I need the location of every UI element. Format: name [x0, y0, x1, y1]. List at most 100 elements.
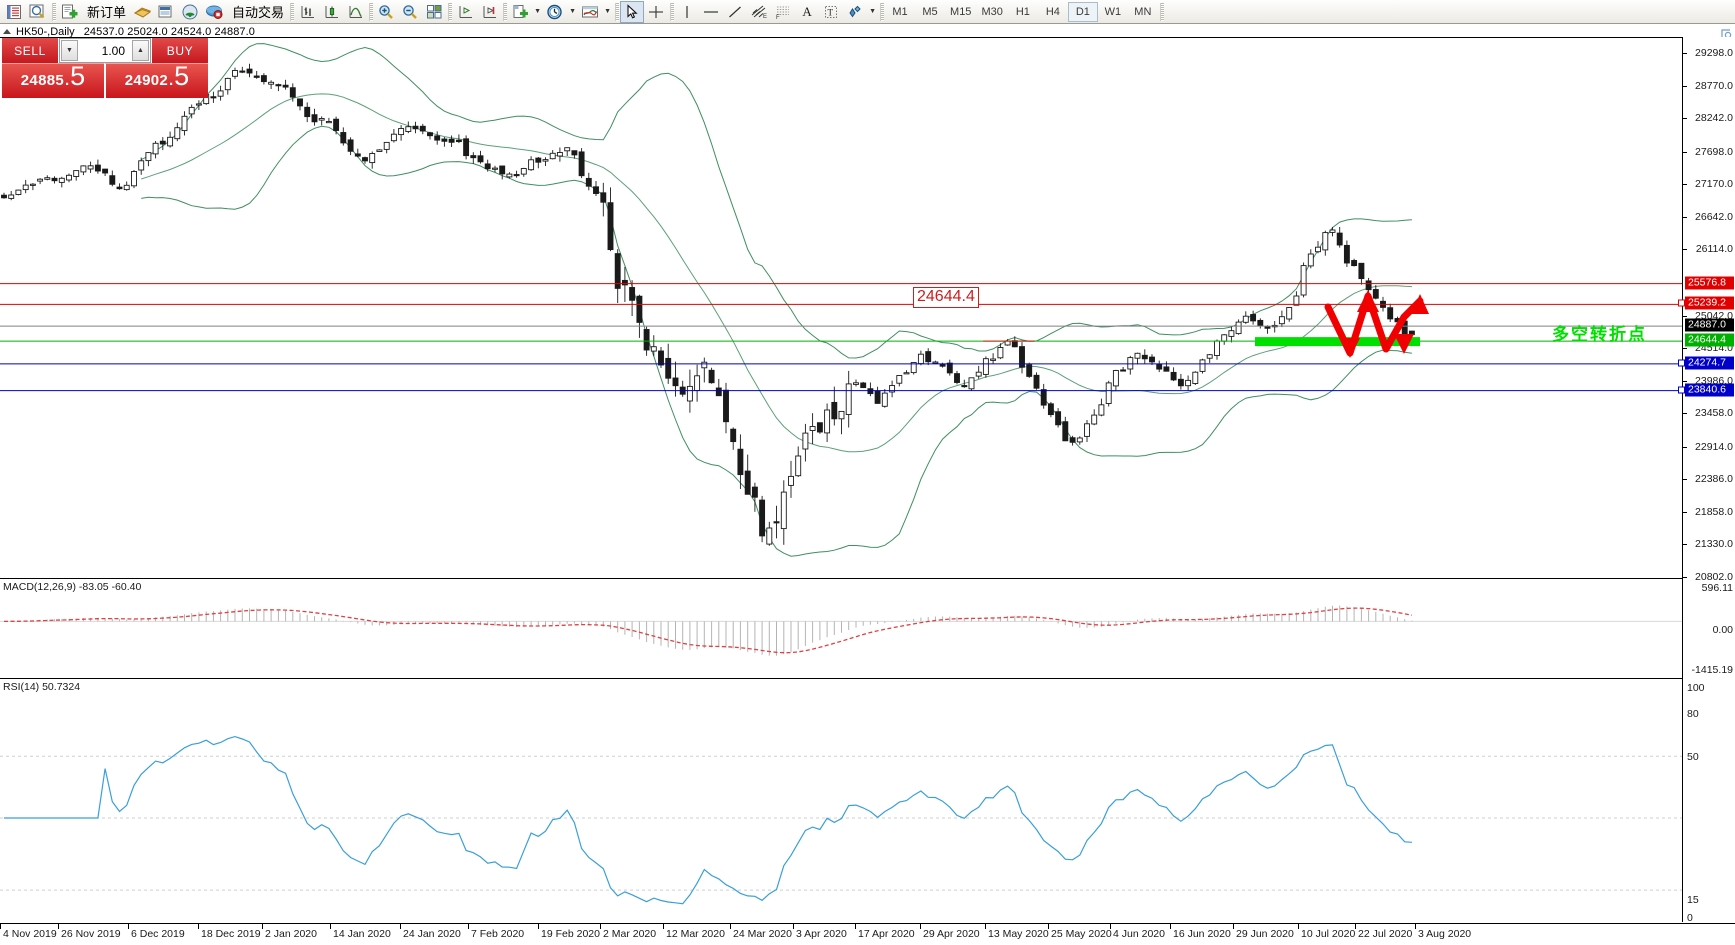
price-axis-label: 26114.0: [1695, 243, 1733, 256]
period-dropdown-icon[interactable]: ▼: [569, 8, 576, 15]
time-axis-tick: [793, 924, 794, 929]
time-axis-label: 22 Jul 2020: [1358, 928, 1413, 940]
chart-maximize-icon[interactable]: [1721, 26, 1733, 39]
macd-canvas[interactable]: [0, 579, 1682, 677]
vertical-line-icon[interactable]: [675, 1, 699, 23]
price-chart-pane[interactable]: [0, 37, 1682, 577]
timeframe-mn[interactable]: MN: [1134, 5, 1152, 18]
timeframe-m30[interactable]: M30: [981, 5, 1003, 18]
crosshair-icon[interactable]: [644, 1, 668, 23]
volume-value[interactable]: 1.00: [101, 43, 125, 58]
horizontal-line-icon[interactable]: [699, 1, 723, 23]
line-chart-icon[interactable]: [343, 1, 367, 23]
expert-advisors-icon[interactable]: [130, 1, 154, 23]
one-click-trading-prices: 24885 . 5 24902 . 5: [2, 62, 208, 98]
new-order-label[interactable]: 新订单: [81, 1, 130, 23]
cursor-icon[interactable]: [620, 0, 645, 23]
trendline-icon[interactable]: [723, 1, 747, 23]
volume-stepper[interactable]: ▼ 1.00 ▲: [59, 38, 151, 63]
rsi-axis-label: 0: [1687, 912, 1693, 924]
chinese-annotation-label[interactable]: 多空转折点: [1552, 325, 1647, 345]
tile-windows-icon[interactable]: [422, 1, 446, 23]
indicators-icon[interactable]: [578, 1, 602, 23]
new-order-icon[interactable]: [57, 1, 81, 23]
timeframe-m1[interactable]: M1: [892, 5, 908, 18]
time-axis-label: 24 Jan 2020: [403, 928, 461, 940]
templates-dropdown-icon[interactable]: ▼: [534, 8, 541, 15]
price-level-handle[interactable]: [1678, 359, 1685, 367]
price-scale-axis[interactable]: 29298.0 28770.0 28242.0 27698.0 27170.0 26642…: [1678, 37, 1735, 924]
ask-price[interactable]: 24902 . 5: [104, 62, 208, 98]
macd-axis-label: -1415.19: [1691, 664, 1733, 676]
candlestick-chart-icon[interactable]: [319, 1, 343, 23]
collapse-triangle-icon[interactable]: [3, 29, 11, 34]
templates-icon[interactable]: [508, 1, 532, 23]
time-axis-tick: [468, 924, 469, 929]
period-icon[interactable]: [543, 1, 567, 23]
text-icon[interactable]: A: [795, 1, 819, 23]
timeframe-h1[interactable]: H1: [1015, 5, 1030, 18]
price-axis-badge-support[interactable]: 24274.7: [1685, 356, 1734, 370]
timeframe-w1[interactable]: W1: [1104, 5, 1122, 18]
macd-pane[interactable]: MACD(12,26,9) -83.05 -60.40: [0, 578, 1682, 676]
rsi-canvas[interactable]: [0, 679, 1682, 924]
price-axis-badge-resistance[interactable]: 25239.2: [1685, 296, 1734, 310]
rsi-axis-label: 50: [1687, 751, 1699, 763]
price-axis-badge-resistance[interactable]: 25576.8: [1685, 276, 1734, 290]
signals-icon[interactable]: [178, 1, 202, 23]
text-label-icon[interactable]: T: [819, 1, 843, 23]
price-axis-tick: [1683, 479, 1687, 481]
price-annotation-tag[interactable]: 24644.4: [913, 287, 979, 308]
timeframe-d1[interactable]: D1: [1067, 1, 1098, 22]
data-window-icon[interactable]: [26, 1, 50, 23]
time-axis-tick: [1048, 924, 1049, 929]
svg-text:E: E: [763, 14, 767, 20]
time-scale-axis[interactable]: 4 Nov 2019 26 Nov 2019 6 Dec 2019 18 Dec 20…: [0, 923, 1735, 945]
price-level-handle[interactable]: [1678, 299, 1685, 307]
timeframe-h4[interactable]: H4: [1045, 5, 1060, 18]
chart-shift-icon[interactable]: [453, 1, 477, 23]
rsi-pane[interactable]: RSI(14) 50.7324: [0, 678, 1682, 923]
market-watch-icon[interactable]: [2, 1, 26, 23]
terminal-icon[interactable]: [154, 1, 178, 23]
macd-axis-label: 596.11: [1701, 582, 1733, 594]
price-axis-badge-last-price[interactable]: 24887.0: [1685, 318, 1734, 332]
time-axis-tick: [0, 924, 1, 929]
time-axis-label: 29 Apr 2020: [923, 928, 980, 940]
price-axis-badge-support[interactable]: 23840.6: [1685, 383, 1734, 397]
buy-button[interactable]: BUY: [152, 38, 208, 63]
price-chart-canvas[interactable]: [0, 38, 1682, 578]
autotrading-label[interactable]: 自动交易: [226, 1, 288, 23]
volume-decrease-icon[interactable]: ▼: [61, 40, 78, 61]
bid-price[interactable]: 24885 . 5: [2, 62, 104, 98]
sell-button[interactable]: SELL: [2, 38, 58, 63]
ask-price-main: 24902: [124, 72, 168, 89]
price-axis-tick: [1683, 315, 1687, 317]
time-axis-label: 19 Feb 2020: [541, 928, 600, 940]
indicators-dropdown-icon[interactable]: ▼: [604, 8, 611, 15]
zoom-in-icon[interactable]: [374, 1, 398, 23]
price-axis-badge-pivot[interactable]: 24644.4: [1685, 333, 1734, 347]
timeframe-m15[interactable]: M15: [950, 5, 972, 18]
price-axis-tick: [1683, 544, 1687, 546]
fibonacci-retracement-icon[interactable]: F: [771, 1, 795, 23]
autotrading-icon[interactable]: [202, 1, 226, 23]
zoom-out-icon[interactable]: [398, 1, 422, 23]
macd-title: MACD(12,26,9) -83.05 -60.40: [3, 581, 142, 593]
toolbar-separator: [50, 2, 57, 22]
price-level-handle[interactable]: [1678, 386, 1685, 394]
objects-dropdown-icon[interactable]: ▼: [869, 8, 876, 15]
one-click-trading-panel[interactable]: SELL ▼ 1.00 ▲ BUY 24885 . 5 24902 . 5: [2, 38, 208, 98]
autotrading-text: 自动交易: [232, 5, 285, 20]
volume-increase-icon[interactable]: ▲: [132, 40, 149, 61]
objects-icon[interactable]: [843, 1, 867, 23]
time-axis-tick: [1170, 924, 1171, 929]
ask-price-separator: .: [169, 72, 174, 89]
time-axis-label: 18 Dec 2019: [201, 928, 261, 940]
toolbar-separator: [613, 2, 620, 22]
timeframe-m5[interactable]: M5: [922, 5, 938, 18]
equidistant-channel-icon[interactable]: E: [747, 1, 771, 23]
auto-scroll-icon[interactable]: [477, 1, 501, 23]
bar-chart-icon[interactable]: [295, 1, 319, 23]
